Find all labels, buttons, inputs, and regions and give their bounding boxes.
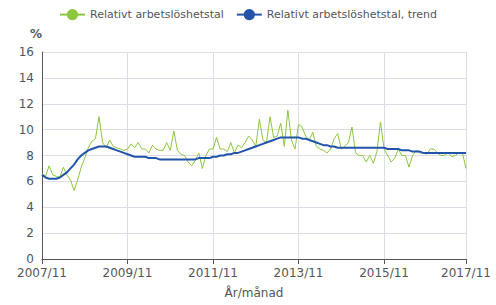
svg-text:2007/11: 2007/11 <box>17 266 67 280</box>
svg-text:Relativt arbetslöshetstal: Relativt arbetslöshetstal <box>90 8 224 21</box>
svg-text:2013/11: 2013/11 <box>274 266 324 280</box>
svg-text:2017/11: 2017/11 <box>441 266 491 280</box>
svg-text:2011/11: 2011/11 <box>188 266 238 280</box>
svg-text:8: 8 <box>26 149 34 163</box>
svg-text:10: 10 <box>19 123 34 137</box>
svg-text:2015/11: 2015/11 <box>359 266 409 280</box>
svg-text:16: 16 <box>19 45 34 59</box>
svg-text:2: 2 <box>26 226 34 240</box>
svg-text:14: 14 <box>19 71 34 85</box>
svg-text:2009/11: 2009/11 <box>103 266 153 280</box>
svg-text:12: 12 <box>19 97 34 111</box>
svg-text:6: 6 <box>26 174 34 188</box>
svg-text:Relativt arbetslöshetstal, tre: Relativt arbetslöshetstal, trend <box>267 8 437 21</box>
svg-text:%: % <box>30 27 42 41</box>
svg-text:År/månad: År/månad <box>225 285 284 300</box>
svg-text:4: 4 <box>26 200 34 214</box>
svg-text:0: 0 <box>26 252 34 266</box>
